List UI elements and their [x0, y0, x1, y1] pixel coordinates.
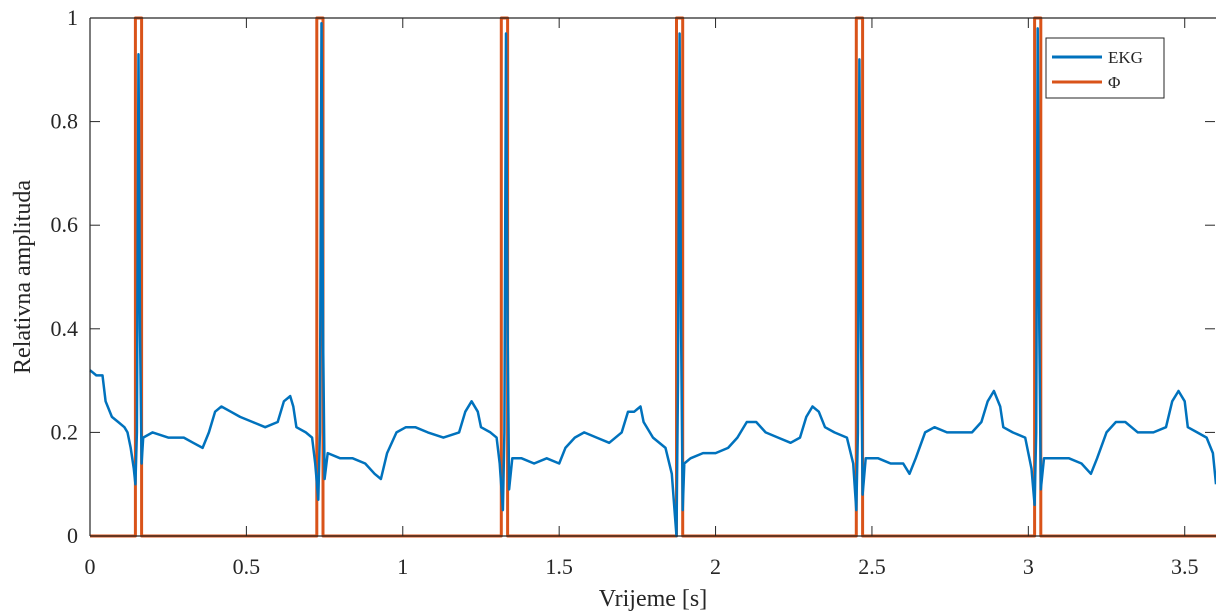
x-tick-label: 2.5 — [858, 554, 886, 579]
x-tick-label: 0.5 — [233, 554, 261, 579]
x-tick-label: 0 — [85, 554, 96, 579]
legend-box — [1045, 37, 1165, 99]
y-tick-label: 0.4 — [51, 316, 79, 341]
x-tick-label: 1 — [397, 554, 408, 579]
x-tick-label: 1.5 — [545, 554, 573, 579]
x-axis-label: Vrijeme [s] — [599, 586, 708, 611]
x-tick-label: 3 — [1023, 554, 1034, 579]
legend: EKG Φ — [1045, 37, 1165, 99]
y-tick-label: 0 — [67, 523, 78, 548]
y-tick-label: 0.6 — [51, 212, 79, 237]
y-tick-label: 1 — [67, 5, 78, 30]
ticks-layer: 0 0.5 1 1.5 2 2.5 3 3.5 0 0.2 0.4 0.6 0.8 1 — [51, 5, 1215, 579]
series-line-ekg — [89, 21, 1216, 538]
x-tick-label: 3.5 — [1171, 554, 1199, 579]
y-axis-label: Relativna amplituda — [10, 180, 36, 374]
y-tick-label: 0.2 — [51, 419, 79, 444]
x-tick-label: 2 — [710, 554, 721, 579]
legend-label-phi: Φ — [1108, 73, 1120, 92]
legend-label-ekg: EKG — [1108, 48, 1143, 67]
y-tick-label: 0.8 — [51, 109, 79, 134]
